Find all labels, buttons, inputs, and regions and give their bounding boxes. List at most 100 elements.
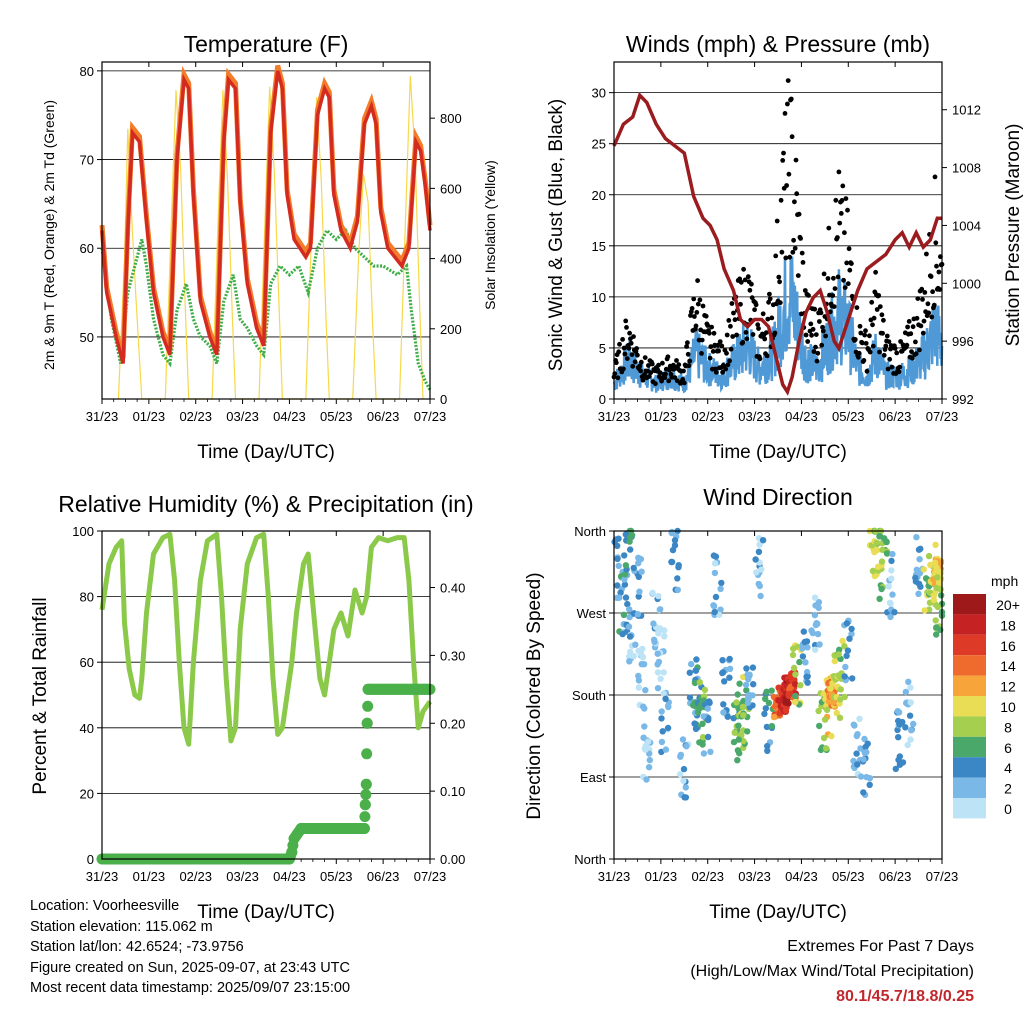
direction-point xyxy=(740,712,747,719)
gust-point xyxy=(635,352,640,358)
gust-point xyxy=(883,343,889,349)
direction-point xyxy=(799,645,806,652)
direction-point xyxy=(844,647,852,654)
direction-point xyxy=(654,685,662,692)
direction-point xyxy=(680,777,687,784)
gust-point xyxy=(687,358,693,364)
humidity-xtick-label: 02/23 xyxy=(179,869,212,884)
direction-point xyxy=(873,546,881,554)
gust-point xyxy=(772,330,778,336)
gust-point xyxy=(803,332,809,338)
direction-point xyxy=(726,665,734,672)
direction-point xyxy=(661,627,668,634)
recent-text: Most recent data timestamp: 2025/09/07 2… xyxy=(30,980,351,996)
direction-point xyxy=(887,613,894,621)
gust-point xyxy=(864,368,870,374)
gust-point xyxy=(909,355,915,361)
gust-point xyxy=(929,314,935,320)
relative-humidity-line xyxy=(99,531,433,747)
gust-point xyxy=(782,111,788,116)
colorbar-label: 20+ xyxy=(996,597,1020,613)
gust-point xyxy=(674,358,679,363)
temperature-y2tick-label: 600 xyxy=(440,181,462,196)
direction-point xyxy=(856,715,863,722)
direction-point xyxy=(721,678,728,685)
winds-ytick-label: 20 xyxy=(592,188,606,203)
gust-point xyxy=(723,366,729,372)
gust-point xyxy=(818,310,824,316)
direction-ylabel-left: Direction (Colored By Speed) xyxy=(524,572,545,819)
gust-point xyxy=(676,362,682,368)
direction-point xyxy=(683,743,690,750)
gust-point xyxy=(847,267,853,273)
colorbar-swatch xyxy=(953,594,986,615)
direction-point xyxy=(720,701,727,708)
direction-point xyxy=(934,603,941,611)
winds-right-axis: 992 996 1000 1004 1008 1012 xyxy=(942,103,981,407)
gust-point xyxy=(693,323,699,329)
direction-point xyxy=(933,624,940,631)
gust-point xyxy=(724,332,730,338)
gust-point xyxy=(689,306,695,311)
direction-xtick-label: 06/23 xyxy=(879,869,912,884)
gust-point xyxy=(710,349,716,354)
winds-xtick-label: 31/23 xyxy=(598,409,631,424)
gust-point xyxy=(642,355,648,360)
gust-point xyxy=(631,334,636,339)
temperature-ytick-label: 70 xyxy=(80,153,94,168)
direction-point xyxy=(635,684,642,691)
direction-point xyxy=(828,732,835,740)
direction-point xyxy=(665,703,672,711)
direction-point xyxy=(657,606,664,613)
gust-point xyxy=(729,301,735,306)
gust-point xyxy=(744,336,750,342)
gust-point xyxy=(928,274,934,279)
gust-point xyxy=(852,337,858,342)
direction-xlabel: Time (Day/UTC) xyxy=(709,902,847,923)
temperature-xlabel: Time (Day/UTC) xyxy=(197,442,335,463)
direction-point xyxy=(804,679,811,686)
direction-point xyxy=(660,669,667,676)
gust-point xyxy=(796,211,802,217)
direction-point xyxy=(744,695,752,702)
gust-point xyxy=(779,249,785,255)
gust-point xyxy=(752,307,757,313)
gust-point xyxy=(886,339,892,344)
direction-point xyxy=(625,623,633,630)
gust-point xyxy=(630,363,636,369)
gust-point xyxy=(805,339,811,344)
direction-point xyxy=(621,552,628,559)
direction-point xyxy=(675,564,682,571)
gust-point xyxy=(769,315,775,321)
gust-point xyxy=(745,274,751,280)
precip-point xyxy=(359,799,371,811)
direction-point xyxy=(630,564,637,572)
gust-point xyxy=(638,368,643,374)
direction-point xyxy=(841,673,848,680)
direction-point xyxy=(876,595,883,602)
direction-point xyxy=(749,692,756,699)
gust-point xyxy=(699,351,704,356)
direction-point xyxy=(736,750,743,757)
gust-point xyxy=(862,332,868,338)
direction-point xyxy=(621,581,629,588)
direction-point xyxy=(645,764,653,771)
direction-point xyxy=(626,606,633,613)
direction-point xyxy=(812,646,819,653)
gust-point xyxy=(832,286,838,291)
direction-point xyxy=(792,681,799,688)
humidity-xtick-label: 31/23 xyxy=(86,869,119,884)
humidity-ytick-label: 60 xyxy=(80,655,94,670)
direction-point xyxy=(671,537,679,544)
direction-point xyxy=(902,688,909,696)
direction-point xyxy=(692,667,700,674)
gust-point xyxy=(777,279,782,285)
colorbar-swatch xyxy=(953,696,986,717)
direction-point xyxy=(646,756,653,764)
direction-point xyxy=(750,681,757,688)
temperature-y2tick-label: 400 xyxy=(440,252,462,267)
gust-point xyxy=(612,371,618,377)
direction-point xyxy=(641,723,648,730)
gust-point xyxy=(845,281,851,287)
colorbar-label: 18 xyxy=(1000,617,1016,633)
